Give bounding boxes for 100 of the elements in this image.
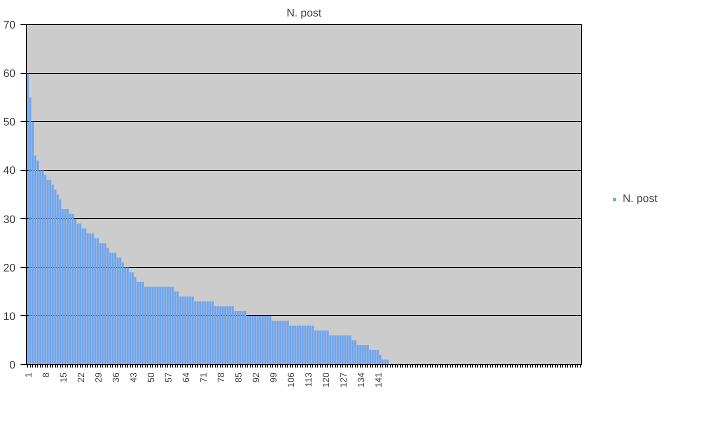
bar <box>374 350 376 364</box>
bar <box>146 286 149 364</box>
bar <box>309 326 312 364</box>
bar <box>242 311 244 364</box>
x-tick-label: 22 <box>76 372 86 383</box>
x-tick-label: 106 <box>286 372 296 388</box>
x-tick-label: 92 <box>250 372 261 383</box>
bar <box>199 301 202 364</box>
bar <box>344 335 346 364</box>
bar <box>96 238 99 364</box>
bar <box>359 345 362 364</box>
bar <box>204 301 206 364</box>
bar <box>222 306 224 364</box>
bar <box>312 326 314 364</box>
x-tick-label: 113 <box>303 372 314 387</box>
bar <box>182 296 184 364</box>
bar <box>216 306 219 364</box>
bar <box>72 214 74 364</box>
bar <box>189 296 192 364</box>
bar <box>279 320 282 364</box>
bar <box>126 267 129 364</box>
bar <box>139 282 142 364</box>
bar <box>212 301 214 364</box>
bar <box>336 335 339 364</box>
bar <box>349 335 352 364</box>
bar <box>112 252 114 364</box>
bar <box>322 330 324 364</box>
x-tick-label: 50 <box>146 372 156 383</box>
bar <box>169 286 172 364</box>
bar <box>49 180 52 364</box>
bar <box>42 170 44 364</box>
bar <box>104 243 106 364</box>
bar <box>64 209 66 364</box>
bar <box>84 228 86 364</box>
bar <box>286 320 289 364</box>
bar <box>119 258 122 364</box>
bar <box>292 326 294 364</box>
y-tick-label: 10 <box>3 310 16 323</box>
x-tick-label: 71 <box>198 372 208 383</box>
bar <box>316 330 319 364</box>
bar <box>254 316 256 364</box>
bar <box>186 296 189 364</box>
bar <box>364 345 366 364</box>
bar <box>172 286 174 364</box>
bar <box>66 209 69 364</box>
x-tick-label: 43 <box>128 372 138 383</box>
y-tick-label: 60 <box>3 68 16 80</box>
bar <box>342 335 344 364</box>
x-tick-label: 120 <box>320 372 331 388</box>
bar <box>346 335 349 364</box>
y-tick-label: 50 <box>3 116 16 129</box>
bar <box>264 316 266 364</box>
x-tick-label: 57 <box>163 372 174 383</box>
chart-title: N. post <box>286 8 322 20</box>
bar <box>282 320 284 364</box>
x-tick-label: 134 <box>356 372 366 388</box>
bar <box>132 272 134 364</box>
x-tick-label: 36 <box>110 372 121 383</box>
y-tick-label: 30 <box>3 214 16 226</box>
y-tick-label: 20 <box>3 262 16 274</box>
bar <box>202 301 204 364</box>
x-tick-label: 78 <box>216 372 226 383</box>
y-tick-label: 70 <box>3 20 16 32</box>
bar <box>386 360 389 364</box>
bar <box>354 340 356 364</box>
x-tick-label: 15 <box>58 372 68 383</box>
bar <box>26 73 29 364</box>
bar <box>156 286 159 364</box>
bar <box>262 316 264 364</box>
x-tick-label: 29 <box>93 372 104 383</box>
x-tick-label: 1 <box>23 372 34 378</box>
y-tick-label: 40 <box>3 165 16 178</box>
bar <box>339 335 342 364</box>
bar <box>302 326 304 364</box>
bar <box>229 306 232 364</box>
bar <box>324 330 326 364</box>
bar <box>236 311 239 364</box>
bar <box>256 316 259 364</box>
bar <box>142 282 144 364</box>
x-tick-label: 64 <box>180 372 191 383</box>
y-tick-label: 0 <box>9 360 16 372</box>
bar <box>334 335 336 364</box>
bar <box>159 286 162 364</box>
bar <box>176 292 179 364</box>
x-tick-label: 99 <box>268 372 278 383</box>
bar <box>376 350 379 364</box>
x-tick-label: 141 <box>373 372 384 388</box>
bar <box>239 311 242 364</box>
bar <box>226 306 229 364</box>
x-tick-label: 8 <box>40 372 51 378</box>
bar <box>244 311 246 364</box>
bar <box>276 320 279 364</box>
bar <box>79 224 82 364</box>
bar <box>219 306 222 364</box>
bar <box>92 233 94 364</box>
bar <box>249 316 252 364</box>
bar <box>252 316 254 364</box>
bar <box>259 316 262 364</box>
bar <box>299 326 302 364</box>
bar <box>269 316 272 364</box>
